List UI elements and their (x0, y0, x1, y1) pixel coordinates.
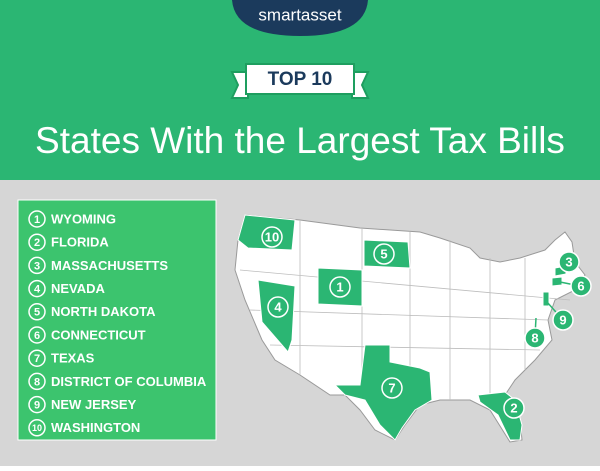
rank-number: 3 (34, 260, 40, 272)
map-marker-label: 3 (565, 254, 572, 269)
rank-number: 7 (34, 353, 40, 365)
state-lines (239, 220, 571, 410)
logo: smartasset (258, 5, 341, 24)
map-marker (558, 251, 580, 273)
rank-circle (28, 372, 46, 391)
state-name: NORTH DAKOTA (51, 304, 156, 319)
rank-number: 10 (32, 423, 42, 433)
map-marker (373, 243, 395, 265)
rank-number: 6 (34, 330, 40, 342)
rank-circle (28, 326, 46, 344)
rank-number: 8 (34, 376, 40, 388)
state-name: TEXAS (51, 351, 95, 366)
map-marker (261, 226, 283, 248)
map-marker-label: 9 (559, 312, 566, 327)
rank-number: 1 (34, 214, 40, 226)
rank-number: 9 (34, 400, 40, 412)
map-marker (552, 309, 574, 331)
map-marker-label: 8 (531, 330, 538, 345)
state-name: WYOMING (51, 211, 116, 226)
map-marker (570, 275, 592, 297)
map-marker (329, 276, 351, 298)
map-marker-label: 6 (577, 278, 584, 293)
rank-circle (28, 395, 46, 414)
map-marker-label: 1 (336, 279, 343, 294)
state-name: WASHINGTON (51, 420, 140, 435)
map-marker (524, 327, 546, 349)
list-panel (17, 199, 217, 441)
rank-number: 2 (34, 237, 40, 249)
state-connecticut (551, 276, 563, 287)
logo-badge (232, 0, 368, 36)
state-name: CONNECTICUT (51, 327, 146, 342)
state-name: DISTRICT OF COLUMBIA (51, 374, 207, 389)
rank-circle (28, 256, 46, 275)
rank-circle (28, 303, 46, 321)
map-marker-label: 7 (388, 380, 395, 395)
rank-circle (28, 419, 46, 437)
map-marker-label: 10 (265, 229, 279, 244)
rank-circle (28, 279, 46, 298)
title: States With the Largest Tax Bills (35, 120, 565, 161)
state-name: FLORIDA (51, 235, 109, 250)
state-name: NEW JERSEY (51, 397, 137, 412)
map-marker-label: 2 (510, 400, 517, 415)
rank-circle (28, 349, 46, 367)
rank-number: 4 (34, 284, 41, 296)
badge (245, 63, 355, 95)
state-name: NEVADA (51, 281, 106, 296)
map-marker (267, 296, 289, 318)
state-name: MASSACHUSETTS (51, 258, 168, 273)
rank-number: 5 (34, 307, 40, 319)
badge-text: TOP 10 (268, 69, 333, 90)
map-marker-label: 4 (274, 299, 282, 314)
map-marker-label: 5 (380, 246, 387, 261)
rank-circle (28, 233, 46, 251)
rank-circle (28, 210, 46, 228)
map-marker (503, 397, 525, 419)
map-marker (381, 377, 403, 399)
